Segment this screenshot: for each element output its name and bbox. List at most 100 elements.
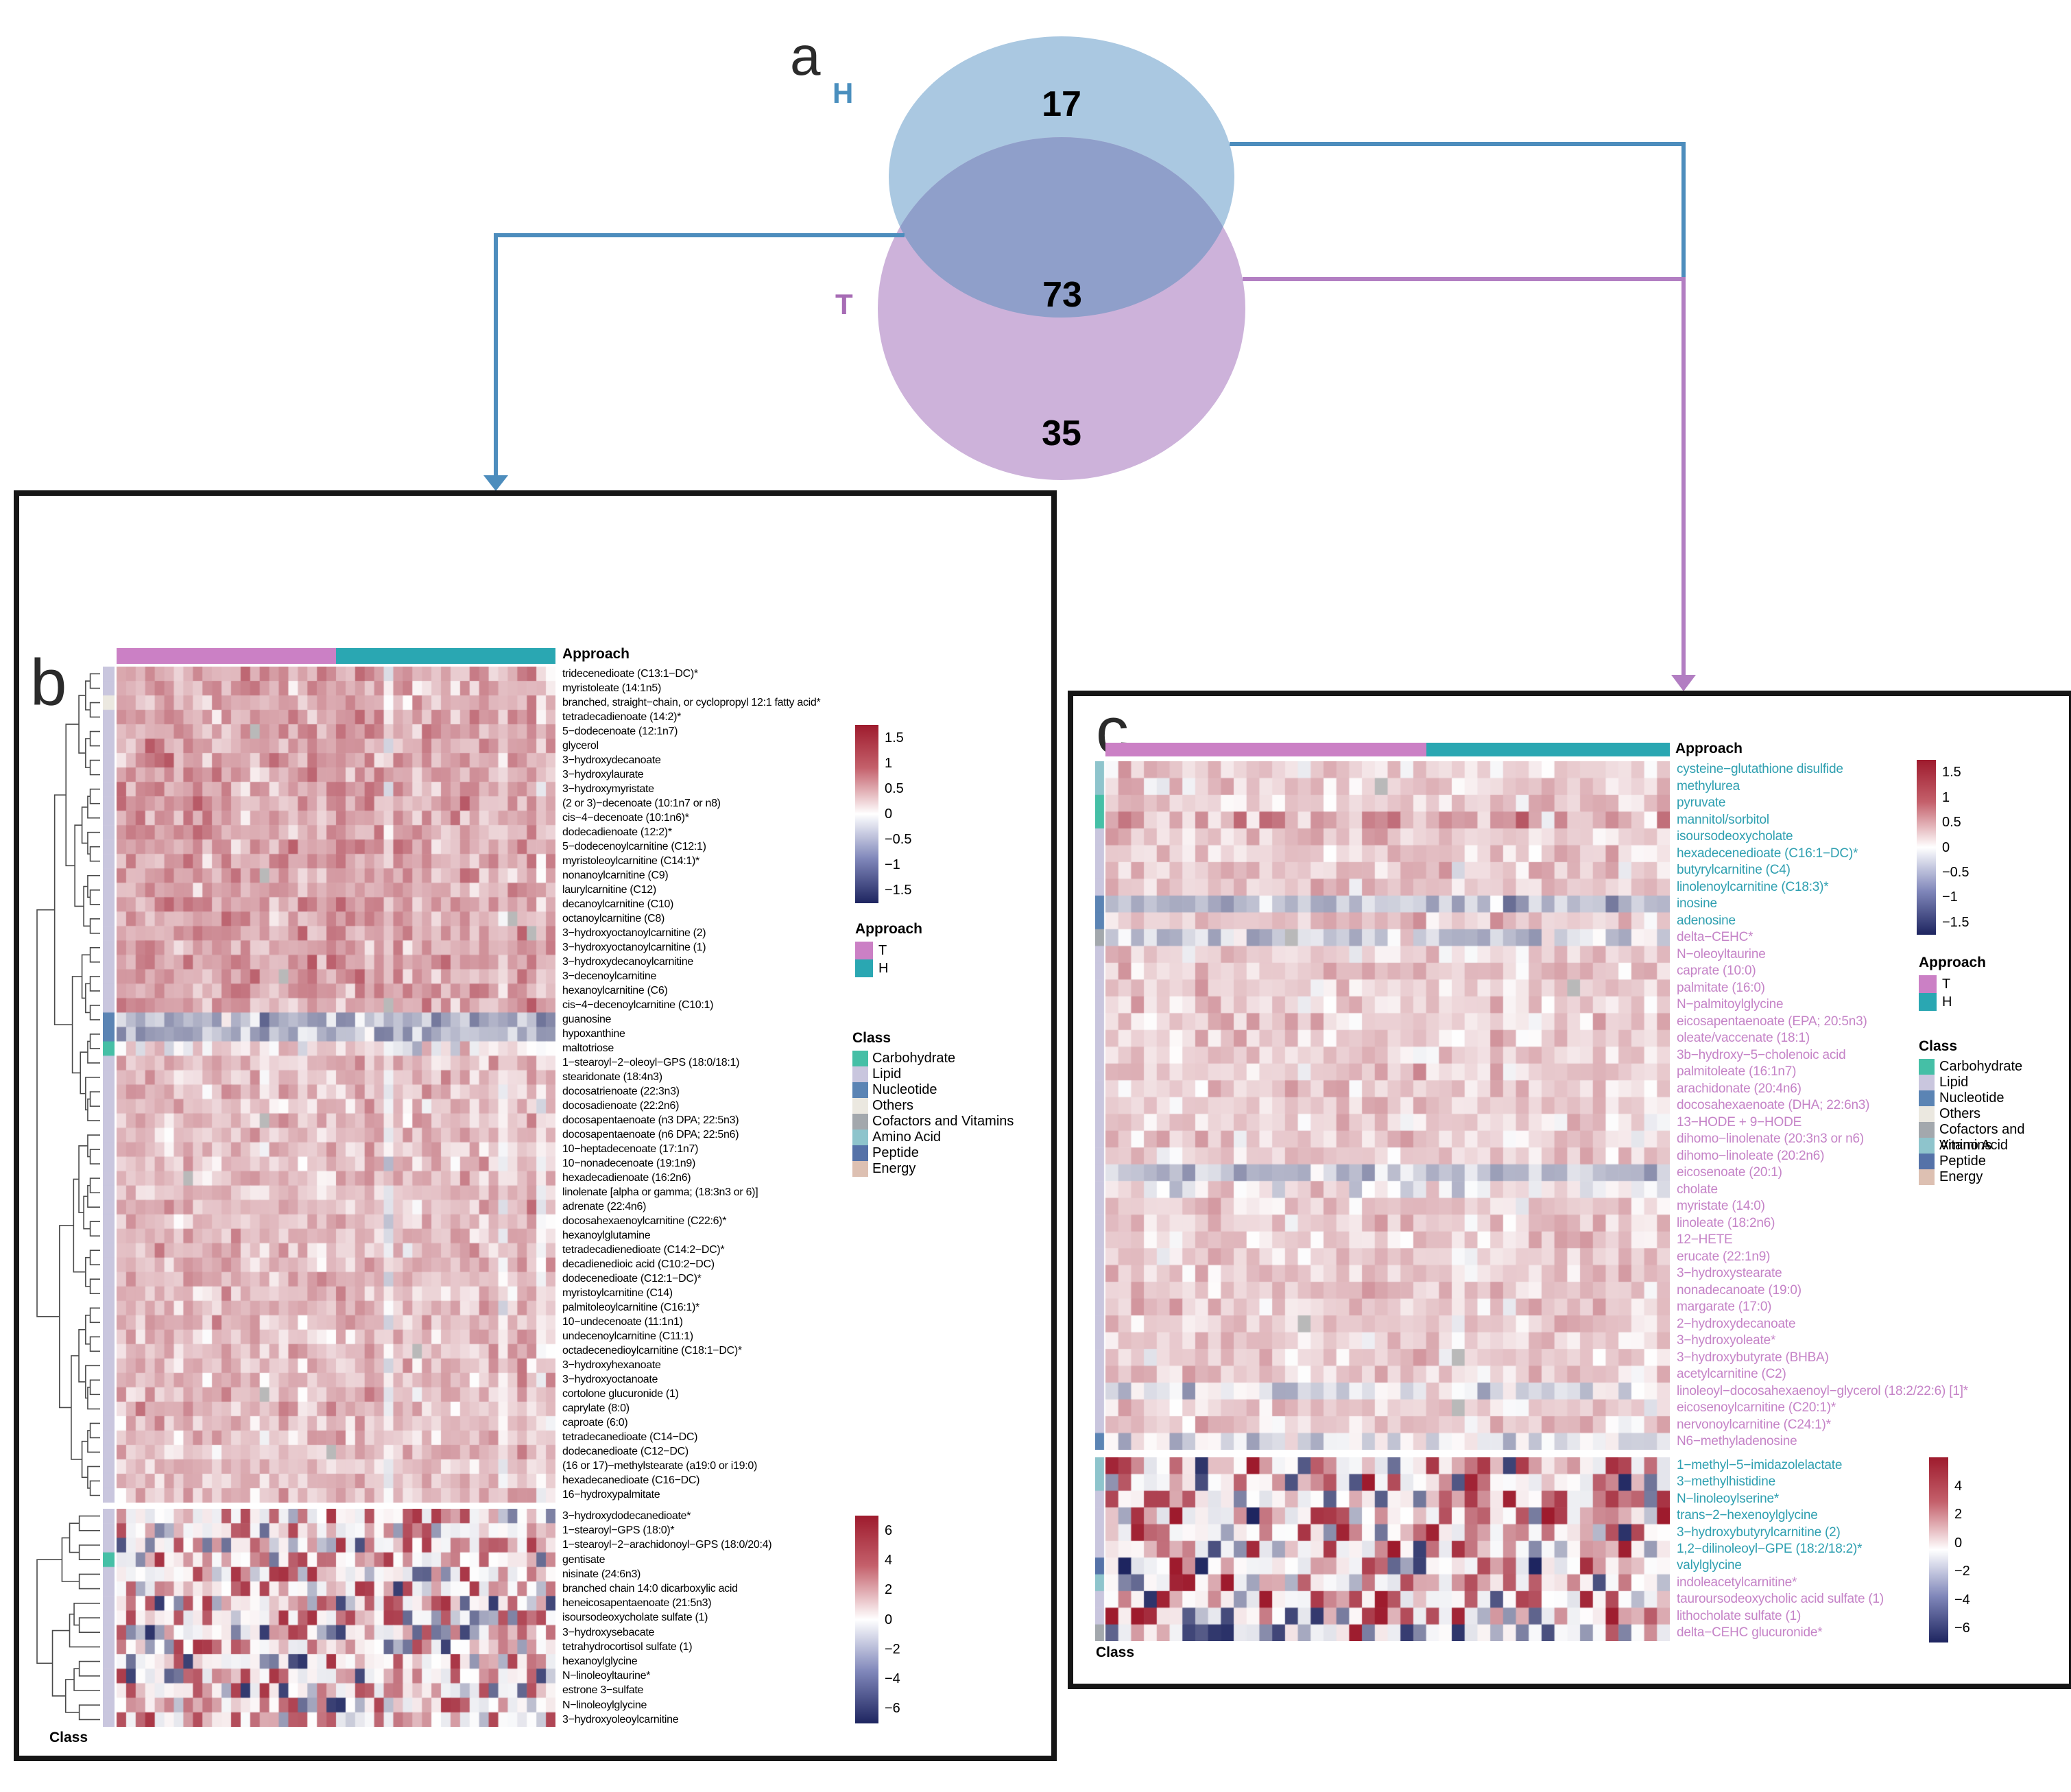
arrowhead-panel-b [483, 475, 508, 491]
dendrogram-b-block1 [36, 673, 100, 1496]
row-label: caproate (6:0) [562, 1417, 628, 1429]
class-legend-b-swatch [852, 1130, 868, 1145]
approach-legend-b-swatch [855, 942, 873, 959]
row-label: octadecenedioylcarnitine (C18:1−DC)* [562, 1345, 742, 1357]
row-label: docosatrienoate (22:3n3) [562, 1086, 680, 1097]
colorbar-tick-label: −1.5 [885, 883, 912, 898]
colorbar-tick-label: 2 [885, 1582, 893, 1598]
row-label: lithocholate sulfate (1) [1677, 1608, 1801, 1623]
row-label: 3−methylhistidine [1677, 1474, 1775, 1490]
venn-count-t-only: 35 [1042, 414, 1081, 453]
approach-legend-c-swatch [1919, 993, 1937, 1011]
row-label: laurylcarnitine (C12) [562, 884, 656, 896]
row-label: tridecenedioate (C13:1−DC)* [562, 668, 698, 680]
heatmap-c-block1 [1095, 761, 1670, 1450]
row-label: hexadecanedioate (C16−DC) [562, 1474, 700, 1486]
approach-legend-b-swatch [855, 959, 873, 977]
panel-b-class-footer: Class [49, 1730, 88, 1745]
class-legend-b-label: Lipid [872, 1066, 902, 1082]
class-legend-c-swatch [1919, 1122, 1935, 1138]
class-legend-b-label: Peptide [872, 1145, 919, 1160]
row-label: methylurea [1677, 778, 1740, 793]
dendrogram-b-block2 [36, 1515, 100, 1721]
row-label: 3−hydroxyoleate* [1677, 1333, 1776, 1348]
row-label: 3−hydroxydecanoylcarnitine [562, 956, 693, 968]
row-label: 3−hydroxyhexanoate [562, 1359, 661, 1371]
colorbar-tick-label: 0 [1942, 839, 1950, 855]
row-label: tetrahydrocortisol sulfate (1) [562, 1640, 693, 1653]
heatmap-b-block2 [103, 1509, 555, 1727]
class-legend-c-swatch [1919, 1090, 1935, 1106]
row-label: 3−hydroxybutyrate (BHBA) [1677, 1350, 1829, 1365]
row-label: 12−HETE [1677, 1232, 1733, 1247]
row-label: cortolone glucuronide (1) [562, 1388, 679, 1400]
colorbar-tick-label: −4 [885, 1671, 900, 1687]
venn-count-h-only: 17 [1042, 84, 1081, 124]
connector-h-to-panel-b [494, 233, 905, 478]
row-label: valylglycine [1677, 1558, 1742, 1573]
row-label: tauroursodeoxycholic acid sulfate (1) [1677, 1592, 1884, 1607]
row-label: branched, straight−chain, or cyclopropyl… [562, 697, 821, 708]
class-legend-b-label: Carbohydrate [872, 1051, 956, 1066]
row-label: linoleate (18:2n6) [1677, 1215, 1775, 1230]
class-legend-b-title: Class [852, 1030, 891, 1046]
approach-legend-b-label: H [878, 961, 889, 976]
row-label: heneicosapentaenoate (21:5n3) [562, 1597, 712, 1610]
row-label: myristate (14:0) [1677, 1199, 1765, 1213]
class-legend-c-label: Peptide [1939, 1154, 1986, 1169]
row-label: dihomo−linolenate (20:3n3 or n6) [1677, 1132, 1864, 1146]
row-label: 1−methyl−5−imidazolelactate [1677, 1458, 1843, 1472]
row-label: dodecenedioate (C12:1−DC)* [562, 1273, 702, 1285]
colorbar-tick-label: 4 [885, 1552, 893, 1568]
approach-legend-c-label: T [1942, 977, 1951, 992]
row-label: docosadienoate (22:2n6) [562, 1100, 680, 1112]
venn-set-h-label: H [833, 77, 854, 109]
row-label: myristoylcarnitine (C14) [562, 1287, 673, 1299]
row-label: caprylate (8:0) [562, 1402, 630, 1414]
approach-legend-b-label: T [878, 943, 887, 958]
colorbar-tick-label: 4 [1954, 1478, 1963, 1494]
row-label: 3b−hydroxy−5−cholenoic acid [1677, 1047, 1846, 1062]
row-label: indoleacetylcarnitine* [1677, 1575, 1797, 1590]
colorbar-tick-label: −1 [1942, 889, 1958, 905]
panel-b-approach-bar-h [336, 648, 555, 664]
connector-t-to-panel-c [1243, 277, 1686, 678]
row-label: (2 or 3)−decenoate (10:1n7 or n8) [562, 798, 721, 809]
colorbar-tick-label: −1.5 [1942, 914, 1970, 930]
row-label: pyruvate [1677, 796, 1726, 810]
row-label: dodecadienoate (12:2)* [562, 826, 672, 838]
colorbar-tick-label: 2 [1954, 1507, 1963, 1522]
row-label: myristoleate (14:1n5) [562, 682, 661, 694]
panel-c-approach-bar-t [1105, 743, 1426, 756]
row-label: nonadecanoate (19:0) [1677, 1282, 1801, 1298]
colorbar-tick-label: −2 [885, 1641, 900, 1657]
row-label: 3−decenoylcarnitine [562, 970, 657, 982]
class-legend-b-swatch [852, 1051, 868, 1066]
colorbar-tick-label: −6 [1954, 1621, 1970, 1636]
row-label: palmitoleate (16:1n7) [1677, 1064, 1797, 1079]
class-legend-c-swatch [1919, 1106, 1935, 1122]
row-label: nisinate (24:6n3) [562, 1568, 641, 1580]
colorbar-tick-label: 0 [1954, 1535, 1963, 1551]
row-label: butyrylcarnitine (C4) [1677, 863, 1791, 877]
colorbar-tick-label: 0.5 [885, 780, 904, 796]
row-label: tetradecadienedioate (C14:2−DC)* [562, 1244, 725, 1256]
row-label: 3−hydroxylaurate [562, 769, 644, 780]
row-label: N−oleoyltaurine [1677, 946, 1766, 961]
row-label: oleate/vaccenate (18:1) [1677, 1031, 1810, 1045]
class-legend-c-swatch [1919, 1169, 1935, 1185]
approach-legend-b-title: Approach [855, 921, 923, 937]
connector-h-to-junction [1230, 142, 1686, 279]
row-label: 10−undecenoate (11:1n1) [562, 1316, 683, 1328]
class-legend-c-title: Class [1919, 1038, 1958, 1054]
arrowhead-panel-c [1671, 675, 1696, 691]
class-legend-c-label: Carbohydrate [1939, 1059, 2023, 1074]
heatmap-b-block1 [103, 667, 555, 1503]
class-legend-b-swatch [852, 1098, 868, 1114]
class-legend-c-swatch [1919, 1075, 1935, 1090]
row-label: dihomo−linoleate (20:2n6) [1677, 1148, 1825, 1163]
row-label: docosapentaenoate (n3 DPA; 22:5n3) [562, 1114, 739, 1126]
row-label: docosahexaenoylcarnitine (C22:6)* [562, 1215, 727, 1227]
